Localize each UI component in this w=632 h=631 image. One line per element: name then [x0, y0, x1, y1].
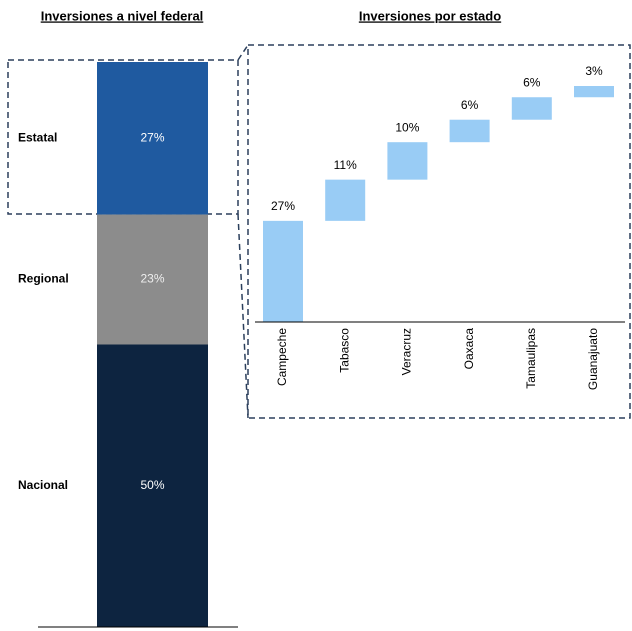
x-tick-label: Campeche — [275, 328, 289, 386]
data-label: 50% — [140, 478, 164, 492]
x-tick-label: Tamaulipas — [524, 328, 538, 389]
data-label: 27% — [140, 130, 164, 144]
bar — [325, 179, 366, 221]
bar-segment — [97, 344, 208, 627]
x-tick-label: Veracruz — [400, 328, 414, 375]
data-label: 23% — [140, 272, 164, 286]
detail-box — [247, 44, 631, 419]
bar — [511, 97, 552, 120]
data-label: 6% — [523, 75, 541, 89]
chart-title: Inversiones a nivel federal — [41, 8, 204, 23]
bar — [449, 119, 490, 143]
bar — [574, 86, 614, 98]
bar — [263, 220, 303, 322]
data-label: 3% — [585, 64, 603, 78]
data-label: 11% — [334, 158, 357, 172]
series-label: Nacional — [18, 478, 68, 492]
chart-title: Inversiones por estado — [359, 8, 501, 23]
data-label: 27% — [271, 199, 295, 213]
series-label: Estatal — [18, 130, 57, 144]
series-label: Regional — [18, 272, 69, 286]
x-tick-label: Tabasco — [337, 328, 351, 373]
x-tick-label: Oaxaca — [462, 328, 476, 370]
bar — [387, 142, 428, 180]
data-label: 10% — [395, 120, 419, 134]
x-tick-label: Guanajuato — [586, 328, 600, 390]
data-label: 6% — [461, 98, 479, 112]
zoom-connector — [237, 44, 249, 419]
bar-segment — [97, 214, 208, 345]
bar-segment — [97, 62, 208, 215]
